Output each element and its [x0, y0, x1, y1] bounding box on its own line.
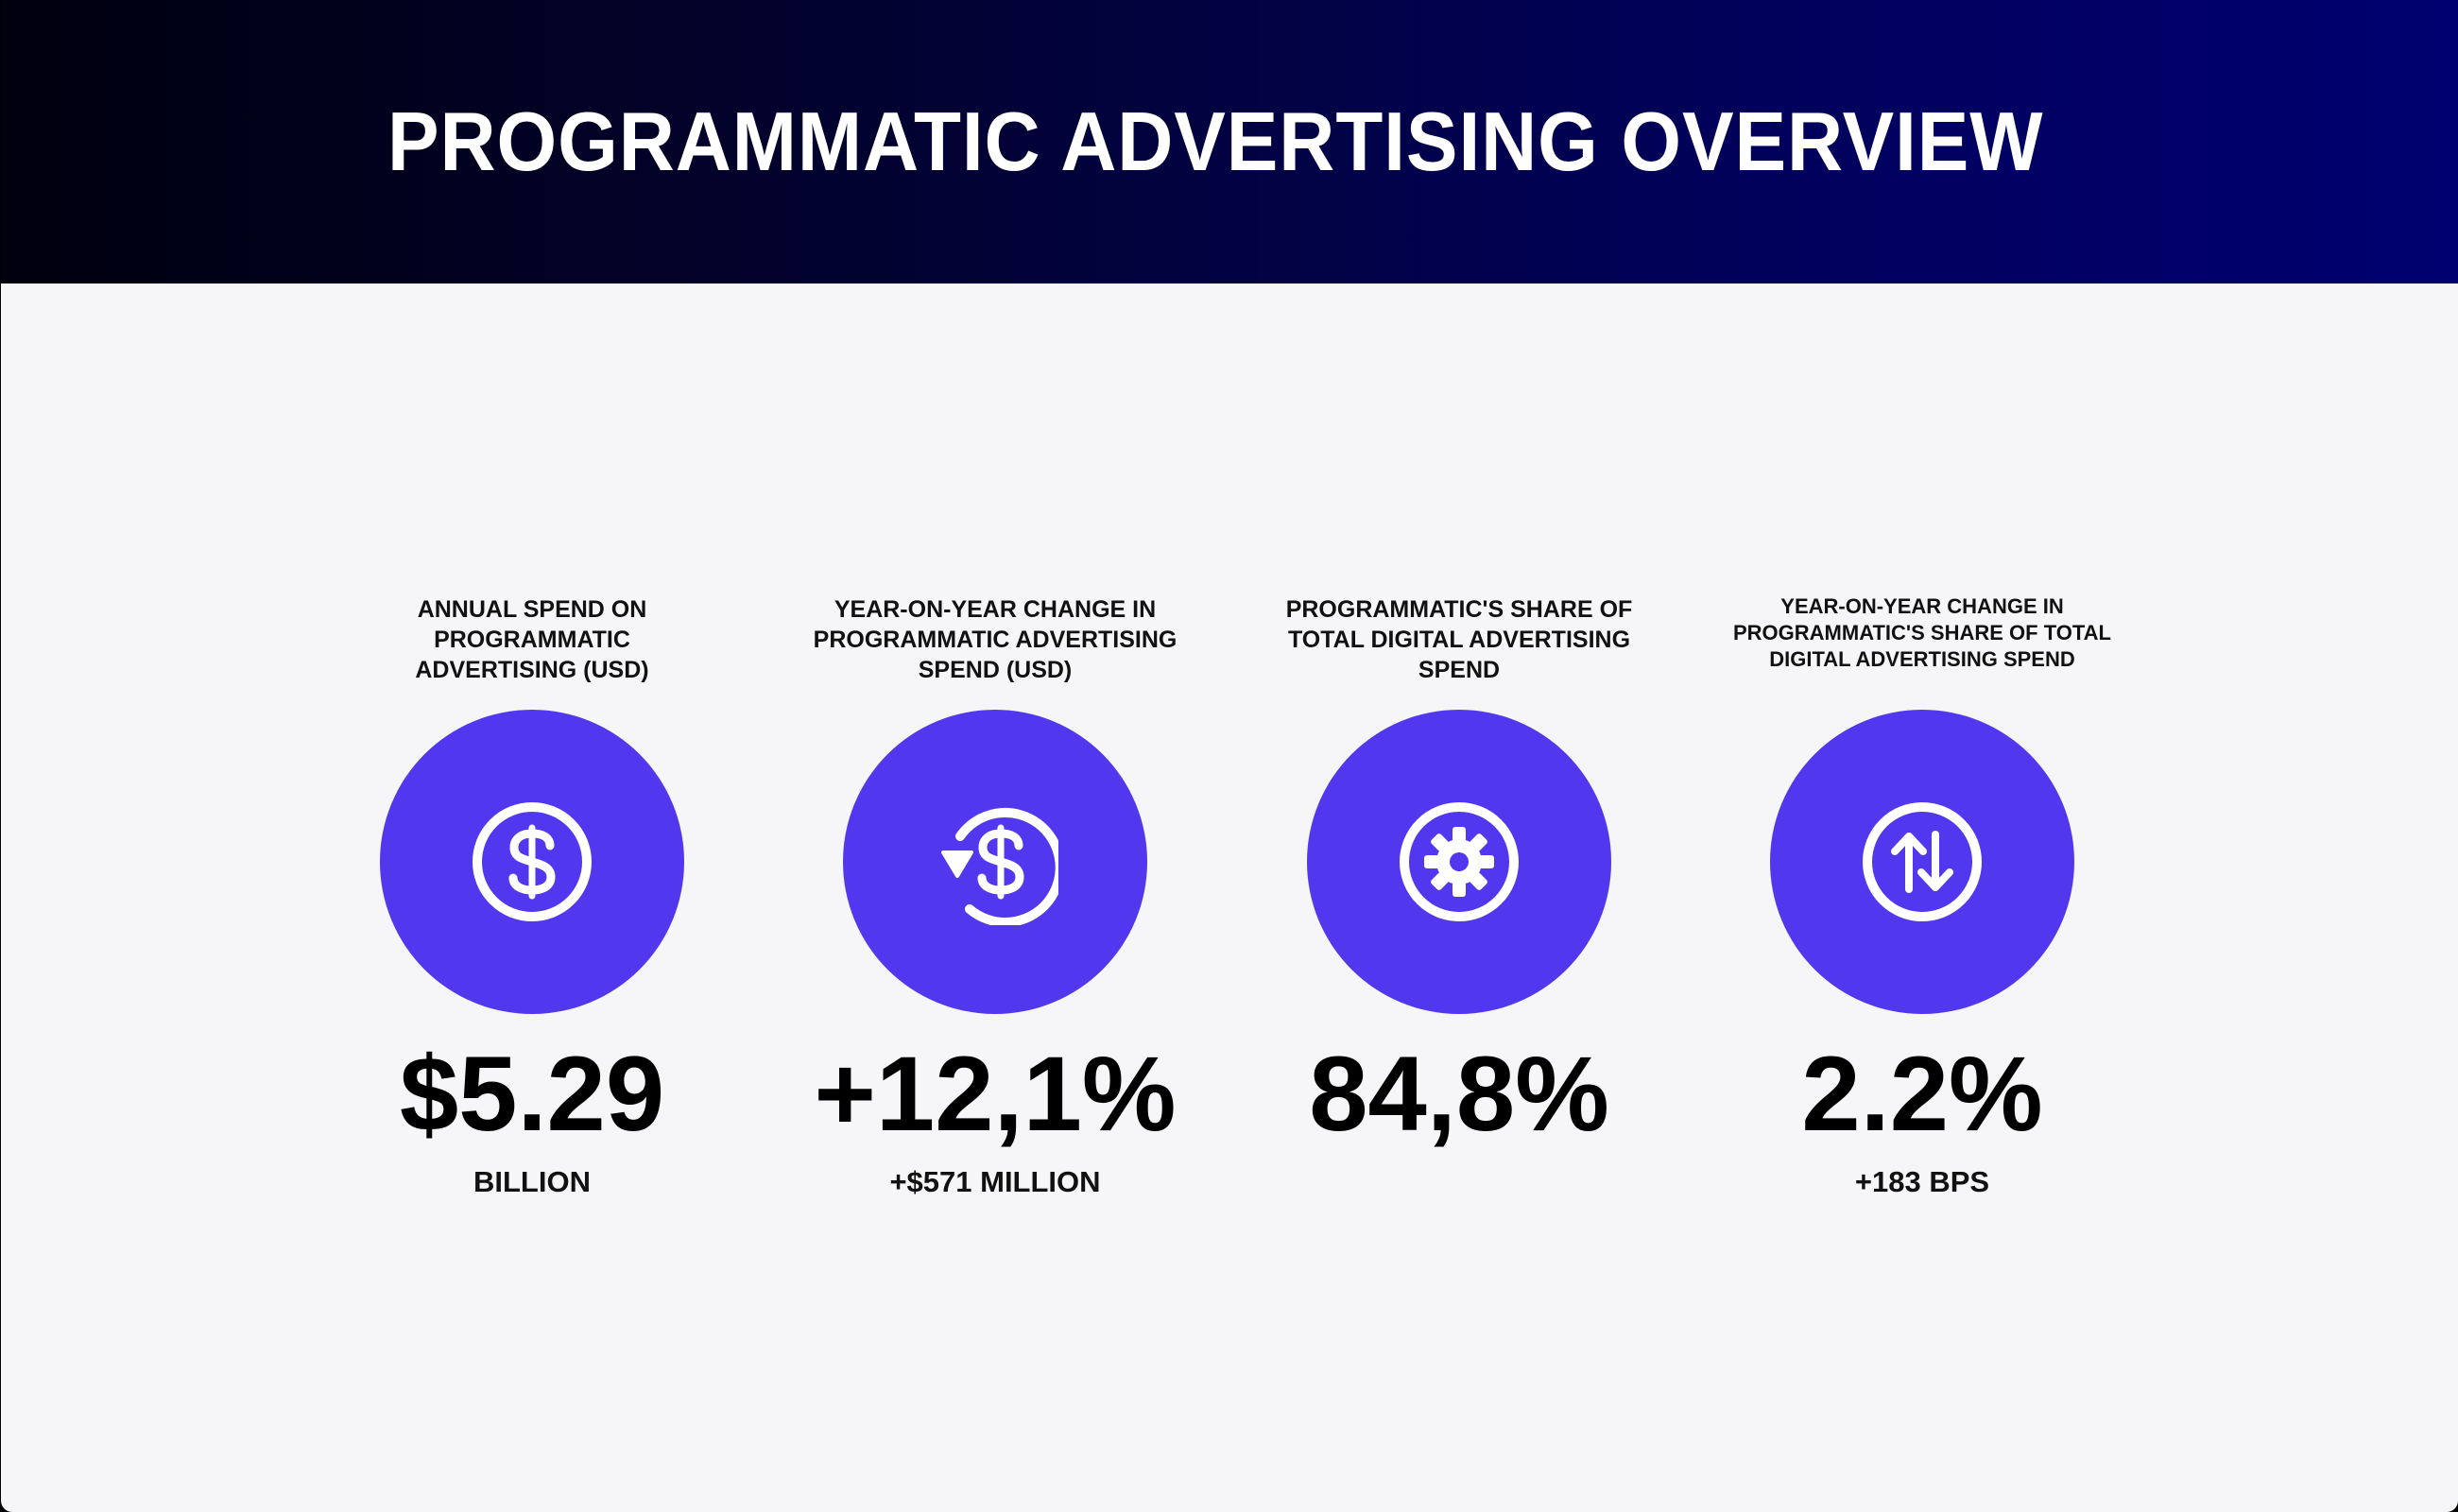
stat-value: 2.2% [1801, 1035, 2043, 1153]
stat-card-yoy-spend-change: YEAR-ON-YEAR CHANGE IN PROGRAMMATIC ADVE… [768, 0, 1222, 1512]
stat-subvalue: +$571 MILLION [889, 1165, 1101, 1198]
gear-circle-icon [1400, 802, 1519, 921]
header-banner: PROGRAMMATIC ADVERTISING OVERVIEW [1, 0, 2458, 284]
stat-card-programmatic-share: PROGRAMMATIC'S SHARE OF TOTAL DIGITAL AD… [1232, 0, 1686, 1512]
stat-label: YEAR-ON-YEAR CHANGE IN PROGRAMMATIC'S SH… [1733, 594, 2111, 671]
stat-value: +12,1% [814, 1035, 1177, 1153]
stat-value: 84,8% [1309, 1035, 1609, 1153]
stat-card-annual-spend: ANNUAL SPEND ON PROGRAMMATIC ADVERTISING… [305, 0, 759, 1512]
dollar-circle-icon [473, 802, 592, 921]
stat-label: PROGRAMMATIC'S SHARE OF TOTAL DIGITAL AD… [1285, 596, 1633, 683]
stat-subvalue: +183 BPS [1854, 1165, 1990, 1198]
stat-value: $5.29 [399, 1035, 665, 1153]
icon-disc [1770, 710, 2074, 1014]
up-down-arrows-icon [1863, 802, 1982, 921]
stat-label: YEAR-ON-YEAR CHANGE IN PROGRAMMATIC ADVE… [813, 596, 1177, 683]
page-title: PROGRAMMATIC ADVERTISING OVERVIEW [387, 94, 2044, 188]
stat-card-yoy-share-change: YEAR-ON-YEAR CHANGE IN PROGRAMMATIC'S SH… [1695, 0, 2149, 1512]
stat-subvalue: BILLION [473, 1165, 591, 1198]
dollar-refresh-icon [941, 807, 1058, 925]
icon-disc [1307, 710, 1611, 1014]
stat-label: ANNUAL SPEND ON PROGRAMMATIC ADVERTISING… [415, 596, 649, 683]
icon-disc [380, 710, 684, 1014]
icon-disc [843, 710, 1147, 1014]
